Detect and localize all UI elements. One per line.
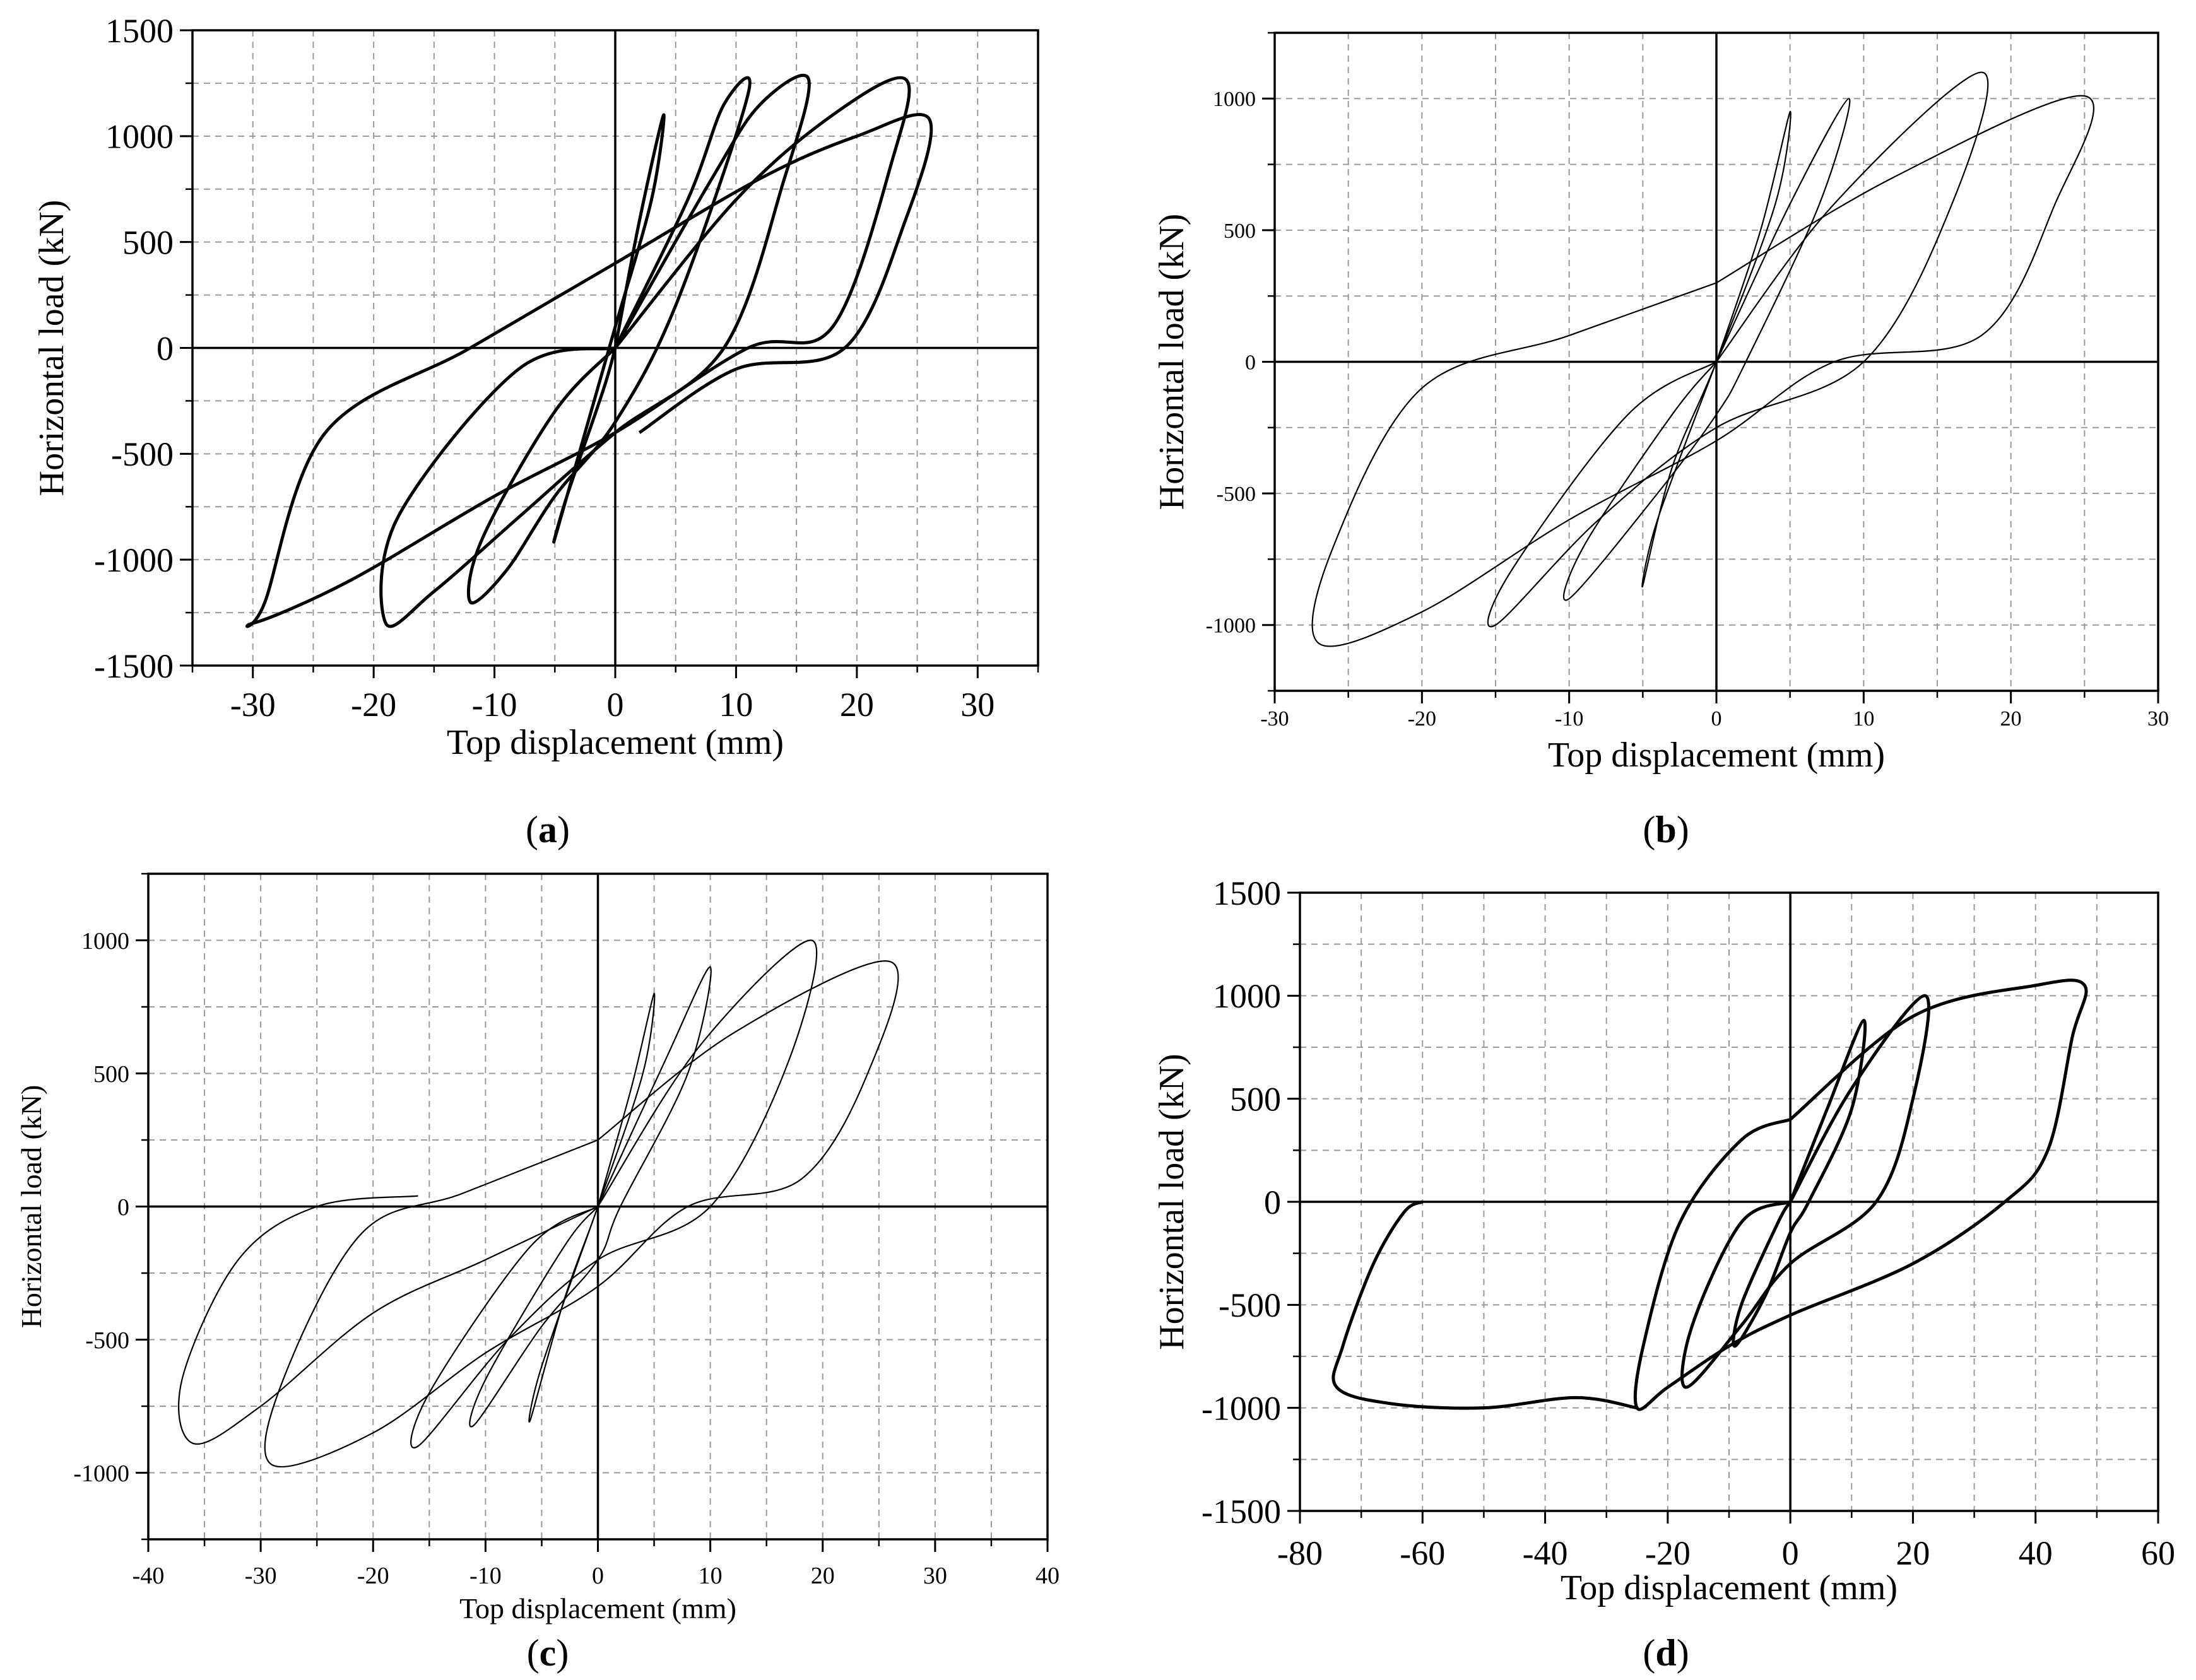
panel-c-x-tick-label: 20: [811, 1563, 835, 1589]
panel-b-x-axis-title: Top displacement (mm): [1548, 736, 1885, 775]
panel-b-y-tick-label: 500: [1224, 220, 1256, 243]
panel-c-x-tick-label: 0: [592, 1563, 604, 1589]
panel-a-x-tick-label: -10: [472, 686, 517, 724]
panel-a-y-tick-label: -1000: [94, 541, 174, 579]
panel-d-x-tick-label: 60: [2141, 1534, 2175, 1572]
panel-d-x-tick-label: -40: [1523, 1534, 1568, 1572]
panel-d-x-tick-label: 20: [1896, 1534, 1930, 1572]
panel-b-x-tick-label: -30: [1260, 707, 1289, 731]
panel-b-y-tick-label: 1000: [1213, 88, 1256, 111]
panel-b: -30 -20 -10 0 10 20 30 -1000 -500 0 500 1000 Top dis…: [1152, 32, 2169, 775]
panel-b-x-tick-label: 30: [2147, 707, 2169, 731]
panel-d-x-axis-title: Top displacement (mm): [1561, 1568, 1898, 1607]
panel-c-y-tick-label: 0: [117, 1194, 129, 1221]
panel-b-y-tick-label: 0: [1245, 351, 1256, 374]
panel-a: -30 -20 -10 0 10 20 30 -1500 -1000 -500 0 500 1000 15…: [32, 12, 1039, 762]
panel-d-y-tick-label: -1500: [1201, 1493, 1281, 1530]
panel-a-y-tick-label: -500: [111, 435, 174, 473]
panel-d-y-tick-label: -500: [1219, 1286, 1281, 1324]
panel-d-y-tick-label: 1000: [1213, 977, 1281, 1015]
panel-a-caption: (a): [526, 809, 570, 850]
panel-d-y-tick-label: 1500: [1213, 874, 1281, 912]
panel-b-series-hysteresis-loop-2: [1562, 98, 1851, 601]
panel-b-letter: b: [1655, 809, 1676, 850]
panel-c-x-tick-label: -20: [357, 1563, 389, 1589]
panel-c-series-hysteresis-loop-3: [410, 939, 818, 1448]
panel-c-y-tick-label: -1000: [73, 1460, 129, 1487]
panel-a-x-tick-label: 30: [960, 686, 995, 724]
panel-b-y-tick-label: -1000: [1206, 614, 1256, 638]
panel-b-x-tick-label: 0: [1711, 707, 1722, 731]
panel-c-y-tick-label: 1000: [81, 928, 129, 955]
panel-c-y-tick-label: -500: [85, 1327, 129, 1354]
panel-d-y-tick-label: 500: [1230, 1081, 1281, 1119]
panel-a-x-tick-label: 20: [840, 686, 874, 724]
panel-c-y-axis-title: Horizontal load (kN): [15, 1085, 47, 1329]
panel-a-y-tick-label: 1000: [105, 118, 174, 156]
panel-d-x-tick-label: -80: [1277, 1534, 1323, 1572]
panel-c-y-tick-label: 500: [93, 1061, 129, 1088]
panel-b-x-tick-label: -20: [1408, 707, 1436, 731]
panel-d-caption: (d): [1643, 1632, 1689, 1674]
panel-a-series-hysteresis-loop-4: [245, 76, 911, 628]
panel-a-letter: a: [538, 809, 557, 850]
panel-b-series-hysteresis-loop-4: [1311, 95, 2095, 647]
panel-c: -40 -30 -20 -10 0 10 20 30 40 -1000 -500 0 500 1000 To…: [15, 872, 1060, 1624]
panel-c-x-tick-label: -40: [133, 1563, 165, 1589]
panel-d-series-hysteresis-loop-4: [1331, 1200, 1638, 1410]
panel-c-series-hysteresis-loop-4: [264, 960, 899, 1468]
panel-d-letter: d: [1655, 1632, 1676, 1674]
panel-d-series-hysteresis-loop-3: [1633, 978, 2088, 1411]
panel-b-caption: (b): [1643, 809, 1689, 850]
panel-a-x-tick-label: -20: [351, 686, 396, 724]
panel-c-x-tick-label: 10: [699, 1563, 723, 1589]
panel-a-x-tick-label: 0: [607, 686, 624, 724]
panel-d-x-tick-label: 40: [2019, 1534, 2053, 1572]
panel-b-x-tick-label: 20: [2000, 707, 2022, 731]
panel-c-x-axis-title: Top displacement (mm): [459, 1592, 736, 1624]
panel-a-y-axis-title: Horizontal load (kN): [32, 200, 71, 496]
panel-c-letter: c: [540, 1632, 557, 1674]
panel-c-series-hysteresis-loop-2: [469, 966, 712, 1428]
panel-d-x-tick-label: -20: [1645, 1534, 1691, 1572]
panel-d-y-axis-title: Horizontal load (kN): [1152, 1054, 1191, 1350]
panel-b-y-axis-title: Horizontal load (kN): [1152, 214, 1191, 510]
panel-a-x-tick-label: -30: [230, 686, 276, 724]
panel-a-series-hysteresis-loop-2: [466, 76, 752, 605]
panel-a-x-axis-title: Top displacement (mm): [447, 723, 784, 762]
panel-c-x-tick-label: -10: [469, 1563, 502, 1589]
panel-c-series-hysteresis-loop-5: [178, 1195, 598, 1445]
panel-d: -80 -60 -40 -20 0 20 40 60 -1500 -1000 -500 0 500 100…: [1152, 874, 2175, 1607]
panel-b-x-tick-label: -10: [1555, 707, 1583, 731]
panel-a-y-tick-label: 500: [122, 224, 174, 262]
panel-a-y-tick-label: 1500: [105, 12, 174, 50]
panel-d-x-tick-label: 0: [1782, 1534, 1799, 1572]
panel-a-y-tick-label: -1500: [94, 647, 174, 685]
panel-b-x-tick-label: 10: [1853, 707, 1874, 731]
panel-c-caption: (c): [527, 1632, 569, 1674]
panel-d-y-tick-label: 0: [1264, 1184, 1281, 1221]
panel-a-series-hysteresis-loop-5: [614, 113, 933, 434]
panel-d-series-hysteresis-loop-1: [1732, 1019, 1867, 1348]
panel-a-y-tick-label: 0: [156, 329, 174, 367]
panel-c-x-tick-label: -30: [245, 1563, 277, 1589]
panel-b-y-tick-label: -500: [1217, 483, 1256, 506]
panel-d-y-tick-label: -1000: [1201, 1390, 1281, 1428]
panel-d-x-tick-label: -60: [1400, 1534, 1445, 1572]
panel-c-x-tick-label: 40: [1036, 1563, 1060, 1589]
panel-a-x-tick-label: 10: [719, 686, 753, 724]
panel-c-x-tick-label: 30: [923, 1563, 947, 1589]
